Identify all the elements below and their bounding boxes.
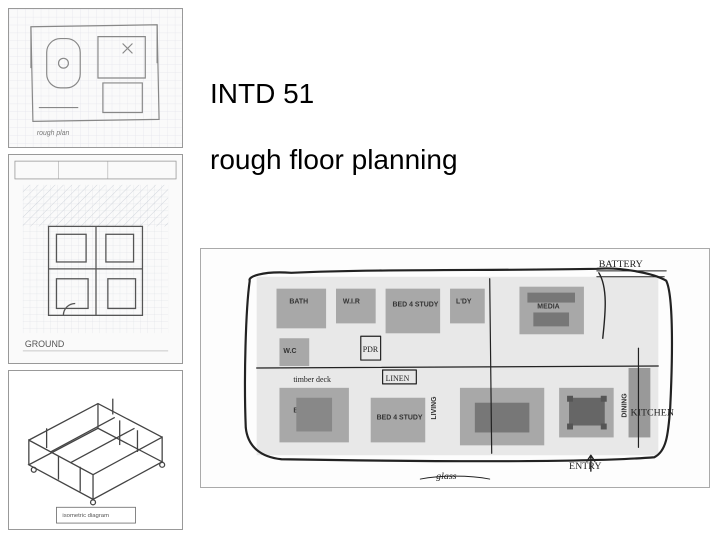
room-ldy: L'DY (456, 299, 472, 306)
svg-text:isometric diagram: isometric diagram (62, 513, 109, 519)
room-dining: DINING (622, 393, 629, 417)
slide-title: INTD 51 (210, 78, 458, 110)
thumb-isometric: isometric diagram (8, 370, 183, 530)
label-linen: LINEN (386, 374, 410, 383)
text-block: INTD 51 rough floor planning (210, 78, 458, 176)
thumb-drafted-plan: GROUND (8, 154, 183, 364)
room-bath: BATH (289, 299, 308, 306)
svg-text:rough plan: rough plan (37, 130, 70, 137)
room-media: MEDIA (537, 304, 559, 311)
label-entry: ENTRY (569, 461, 601, 472)
room-living: LIVING (431, 396, 438, 419)
thumb-sketch-plan: rough plan (8, 8, 183, 148)
label-kitchen: KITCHEN (631, 408, 674, 419)
room-bed4a: BED 4 STUDY (393, 302, 439, 309)
label-glass: glass (436, 471, 457, 482)
thumbnail-column: rough plan (8, 8, 183, 532)
label-timber: timber deck (293, 375, 331, 384)
main-floorplan: BATH W.I.R BED 4 STUDY L'DY MEDIA W.C BE… (200, 248, 710, 488)
room-wir: W.I.R (343, 299, 360, 306)
room-bed4b: BED 4 STUDY (377, 415, 423, 422)
ground-label: GROUND (25, 339, 64, 349)
label-battery: BATTERY (599, 259, 643, 270)
room-wc: W.C (283, 348, 296, 355)
label-pdr: PDR (363, 345, 379, 354)
slide-subtitle: rough floor planning (210, 144, 458, 176)
